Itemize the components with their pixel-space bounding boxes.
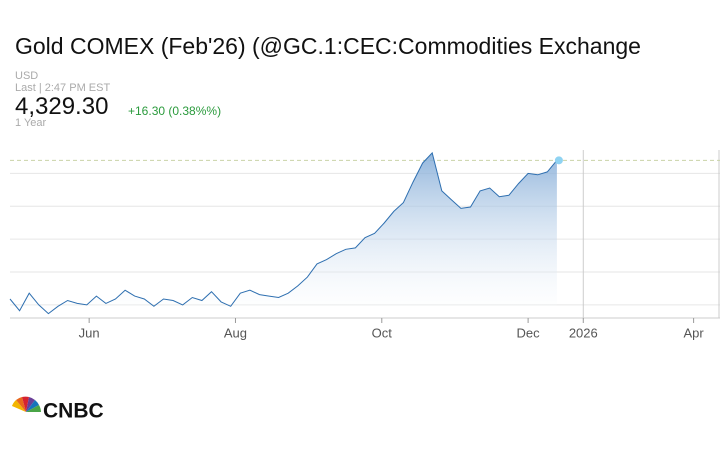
currency: USD xyxy=(15,70,39,82)
x-tick-label: Aug xyxy=(224,325,247,340)
title: Gold COMEX (Feb'26) (@GC.1:CEC:Commoditi… xyxy=(15,33,641,59)
x-tick-label: Dec xyxy=(517,325,541,340)
logo-text: CNBC xyxy=(43,400,104,423)
x-tick-label: Apr xyxy=(683,325,704,340)
x-tick-label: 2026 xyxy=(569,325,598,340)
range: 1 Year xyxy=(15,117,47,129)
price: 4,329.30 xyxy=(15,93,109,120)
last-time: Last | 2:47 PM EST xyxy=(15,82,111,94)
area xyxy=(10,152,557,314)
logo: CNBC xyxy=(12,396,104,423)
change: +16.30 (0.38%%) xyxy=(128,104,222,118)
last-point xyxy=(554,156,563,165)
x-tick-label: Oct xyxy=(372,325,393,340)
x-tick-label: Jun xyxy=(79,325,100,340)
line xyxy=(9,151,558,315)
